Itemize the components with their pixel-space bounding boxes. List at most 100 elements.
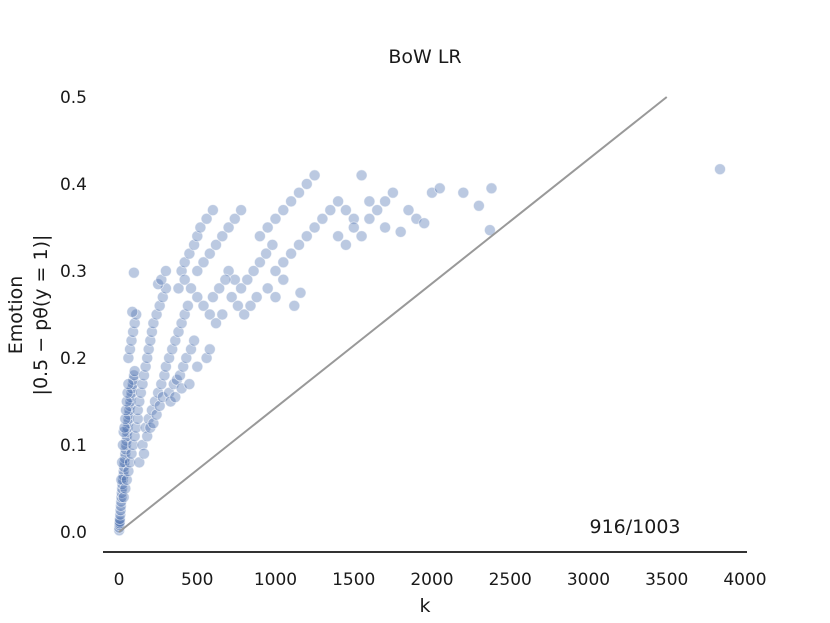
x-tick-labels: 0 500 1000 1500 2000 2500 3000 3500 4000 — [114, 570, 767, 590]
x-tick-label: 1500 — [332, 570, 375, 590]
data-point — [269, 212, 282, 225]
data-point — [147, 317, 160, 330]
data-point — [266, 238, 279, 251]
data-point — [141, 352, 154, 364]
x-tick-label: 3500 — [645, 570, 688, 590]
data-point — [261, 221, 274, 234]
data-point — [114, 513, 126, 525]
data-point — [379, 221, 392, 234]
x-tick-label: 2500 — [489, 570, 532, 590]
data-point — [203, 247, 216, 260]
data-point — [178, 273, 191, 286]
data-point — [293, 238, 305, 251]
y-tick-label: 0.4 — [60, 175, 87, 195]
x-axis-title: k — [419, 595, 430, 617]
data-point — [241, 273, 254, 286]
y-tick-label: 0.5 — [60, 88, 87, 108]
data-point — [115, 499, 127, 512]
data-point — [177, 360, 190, 373]
data-point — [228, 212, 241, 225]
data-point — [216, 230, 229, 243]
data-point — [114, 508, 127, 521]
data-point — [174, 369, 186, 382]
data-point — [253, 230, 266, 243]
y-tick-label: 0.1 — [60, 436, 87, 456]
y-tick-labels: 0.0 0.1 0.2 0.3 0.4 0.5 — [60, 88, 87, 543]
data-point — [145, 325, 158, 338]
data-point — [210, 317, 222, 330]
data-point — [175, 265, 188, 277]
data-point — [127, 266, 140, 279]
data-point — [134, 386, 147, 399]
data-point — [172, 325, 185, 338]
data-point — [260, 247, 273, 260]
data-point — [153, 399, 166, 412]
data-point — [124, 343, 136, 356]
data-point — [472, 199, 485, 212]
data-point — [269, 291, 282, 304]
data-point — [188, 334, 201, 347]
data-point — [300, 178, 313, 190]
data-point — [191, 360, 204, 373]
data-point — [159, 360, 172, 373]
data-point — [126, 378, 139, 391]
data-point — [118, 421, 131, 434]
data-point — [121, 386, 134, 399]
y-tick-label: 0.3 — [60, 262, 87, 282]
data-point — [122, 465, 135, 478]
data-point — [185, 343, 197, 356]
data-point — [169, 334, 182, 347]
data-point — [194, 221, 207, 234]
data-point — [125, 447, 138, 460]
data-point — [379, 195, 392, 208]
data-point — [156, 291, 169, 304]
data-point — [386, 186, 399, 199]
data-point — [131, 404, 144, 417]
data-point — [191, 230, 204, 243]
data-point — [159, 265, 172, 277]
data-point — [128, 317, 141, 330]
data-point — [144, 334, 157, 347]
data-point — [483, 224, 496, 237]
data-point — [119, 482, 132, 495]
data-point — [485, 182, 498, 195]
data-point — [228, 273, 241, 286]
data-point — [231, 299, 244, 312]
data-point — [213, 282, 226, 295]
data-point — [117, 425, 130, 438]
x-tick-label: 4000 — [723, 570, 766, 590]
data-point — [128, 430, 141, 443]
data-point — [117, 491, 130, 504]
data-point — [133, 395, 146, 408]
data-point — [155, 378, 168, 391]
data-point — [191, 265, 204, 277]
chart-title: BoW LR — [388, 46, 461, 68]
data-point — [355, 169, 368, 182]
data-point — [402, 204, 415, 217]
points-layer — [113, 163, 726, 537]
data-point — [172, 282, 185, 295]
data-point — [197, 256, 210, 269]
data-point — [185, 282, 197, 295]
data-point — [120, 395, 133, 408]
data-point — [300, 230, 313, 243]
data-point — [141, 430, 154, 443]
y-tick-label: 0.0 — [60, 523, 87, 543]
data-point — [285, 247, 298, 260]
data-point — [285, 195, 298, 208]
data-point — [163, 352, 176, 364]
data-point — [216, 308, 229, 321]
data-point — [169, 391, 182, 404]
data-point — [235, 282, 248, 295]
data-point — [244, 299, 257, 312]
data-point — [288, 299, 301, 312]
data-point — [138, 369, 150, 382]
data-point — [277, 256, 290, 269]
data-point — [457, 186, 470, 199]
data-point — [316, 212, 329, 225]
data-point — [247, 265, 260, 277]
data-point — [139, 360, 152, 373]
data-point — [150, 308, 163, 321]
x-tick-label: 0 — [114, 570, 125, 590]
